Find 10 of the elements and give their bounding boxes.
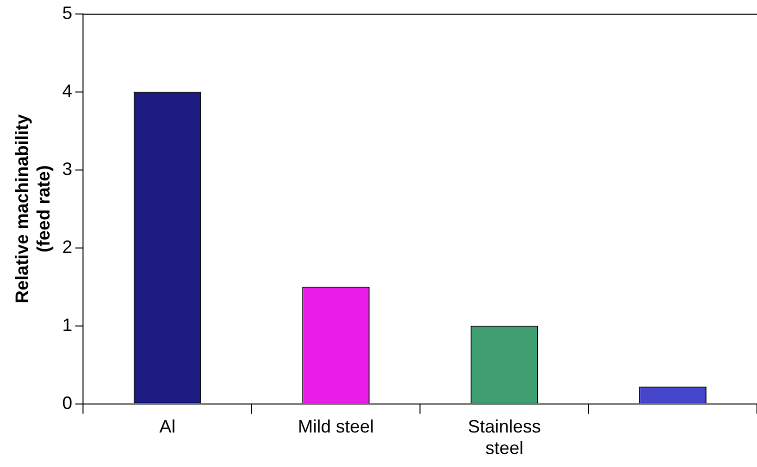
x-tick-label: Al <box>159 416 176 437</box>
y-tick-label: 3 <box>62 158 72 179</box>
y-tick-label: 2 <box>62 236 72 257</box>
y-tick-label: 0 <box>62 392 72 413</box>
y-tick-label: 5 <box>62 2 72 23</box>
y-tick-label: 1 <box>62 314 72 335</box>
y-tick-label: 4 <box>62 80 72 101</box>
x-tick-label: Stainless steel <box>468 416 541 458</box>
x-tick-label: Mild steel <box>298 416 374 437</box>
y-axis-title: Relative machinability (feed rate) <box>12 114 54 304</box>
